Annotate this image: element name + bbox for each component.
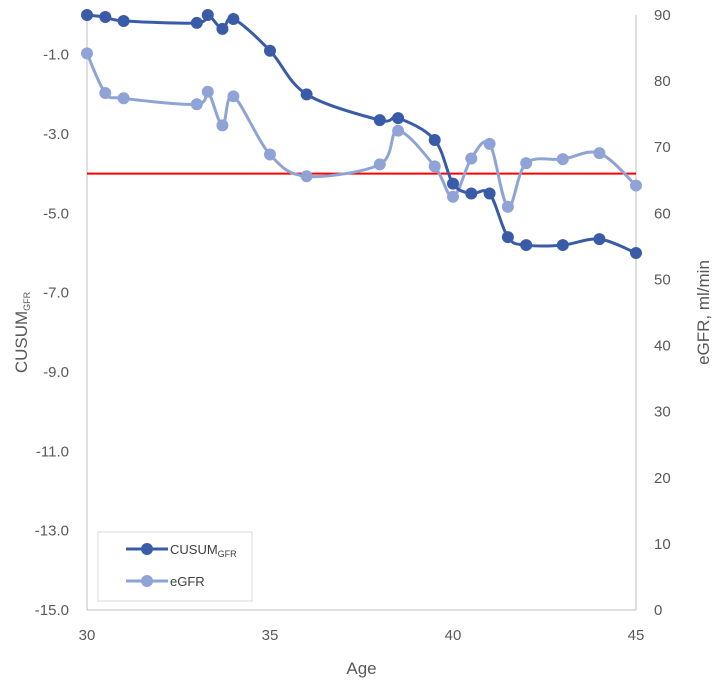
data-point-egfr — [392, 124, 405, 137]
right-tick-label: 70 — [654, 139, 671, 156]
left-axis-title-sub: GFR — [22, 291, 32, 310]
legend-items: CUSUMGFR eGFR — [126, 542, 237, 589]
right-tick-label: 50 — [654, 271, 671, 288]
series-line-egfr — [85, 51, 638, 209]
data-point-cusum — [227, 12, 240, 25]
right-tick-label: 90 — [654, 7, 671, 24]
data-point-cusum — [300, 88, 313, 101]
right-tick-label: 20 — [654, 470, 671, 487]
data-point-cusum — [373, 114, 386, 127]
left-tick-label: -15.0 — [35, 602, 69, 619]
data-point-egfr — [264, 148, 276, 161]
legend-swatch-marker — [141, 575, 153, 587]
axes-layer — [86, 15, 637, 611]
data-point-cusum — [465, 187, 478, 200]
left-axis-title: CUSUMGFR — [12, 291, 32, 373]
right-axis-title: eGFR, ml/min — [694, 260, 713, 365]
data-point-egfr — [556, 153, 569, 166]
data-point-cusum — [216, 22, 229, 35]
data-point-egfr — [501, 200, 514, 213]
series-layer — [81, 9, 642, 259]
legend-swatch-marker — [141, 543, 153, 555]
data-point-egfr — [373, 158, 386, 171]
x-tick-label: 40 — [445, 627, 462, 644]
right-tick-label: 80 — [654, 73, 671, 90]
series-line-cusum — [85, 13, 638, 255]
left-tick-label: -1.0 — [43, 47, 69, 64]
data-point-cusum — [520, 239, 533, 252]
data-point-cusum — [201, 9, 214, 21]
left-tick-label: -3.0 — [43, 126, 69, 143]
data-point-egfr — [593, 147, 606, 160]
data-point-egfr — [630, 179, 642, 192]
data-point-cusum — [264, 44, 276, 57]
legend-label: CUSUMGFR — [170, 542, 237, 559]
series-egfr — [81, 47, 642, 213]
data-point-cusum — [99, 10, 112, 23]
data-point-egfr — [190, 98, 203, 111]
legend-item-cusum: CUSUMGFR — [126, 542, 237, 559]
ticks-layer: -1.0 -3.0 -5.0 -7.0 -9.0 -11.0 -13.0 -15.0 0 10 20… — [35, 7, 671, 644]
data-point-egfr — [201, 85, 214, 98]
data-point-egfr — [227, 90, 240, 103]
left-tick-label: -13.0 — [35, 523, 69, 540]
data-point-cusum — [117, 14, 130, 27]
data-point-egfr — [81, 47, 93, 60]
data-point-egfr — [447, 190, 459, 203]
data-point-cusum — [593, 233, 606, 246]
data-point-cusum — [501, 231, 514, 244]
left-axis-title-main: CUSUM — [12, 311, 31, 373]
data-point-cusum — [81, 9, 93, 21]
right-tick-label: 0 — [654, 602, 662, 619]
left-tick-label: -9.0 — [43, 364, 69, 381]
data-point-cusum — [447, 177, 459, 190]
x-tick-label: 45 — [628, 627, 645, 644]
legend-item-egfr: eGFR — [126, 574, 205, 589]
x-tick-label: 30 — [79, 627, 96, 644]
data-point-egfr — [520, 157, 533, 170]
series-cusum — [81, 9, 642, 259]
data-point-cusum — [428, 133, 441, 146]
data-point-egfr — [216, 119, 229, 132]
right-tick-label: 10 — [654, 536, 671, 553]
right-tick-label: 60 — [654, 205, 671, 222]
data-point-egfr — [483, 137, 496, 150]
right-tick-label: 40 — [654, 338, 671, 355]
left-tick-label: -7.0 — [43, 285, 69, 302]
left-tick-label: -5.0 — [43, 205, 69, 222]
left-tick-label: -11.0 — [36, 443, 69, 460]
data-point-egfr — [99, 87, 112, 100]
data-point-egfr — [300, 170, 313, 183]
data-point-egfr — [465, 152, 478, 165]
right-tick-label: 30 — [654, 404, 671, 421]
data-point-cusum — [556, 239, 569, 252]
data-point-cusum — [483, 187, 496, 200]
data-point-egfr — [117, 92, 130, 105]
legend-box — [97, 531, 253, 602]
legend-label: eGFR — [170, 574, 205, 589]
x-axis-title: Age — [346, 659, 376, 678]
x-tick-label: 35 — [262, 627, 279, 644]
data-point-egfr — [428, 160, 441, 173]
data-point-cusum — [392, 112, 405, 125]
data-point-cusum — [190, 16, 203, 29]
data-point-cusum — [630, 247, 642, 259]
legend: CUSUMGFR eGFR — [97, 531, 253, 602]
